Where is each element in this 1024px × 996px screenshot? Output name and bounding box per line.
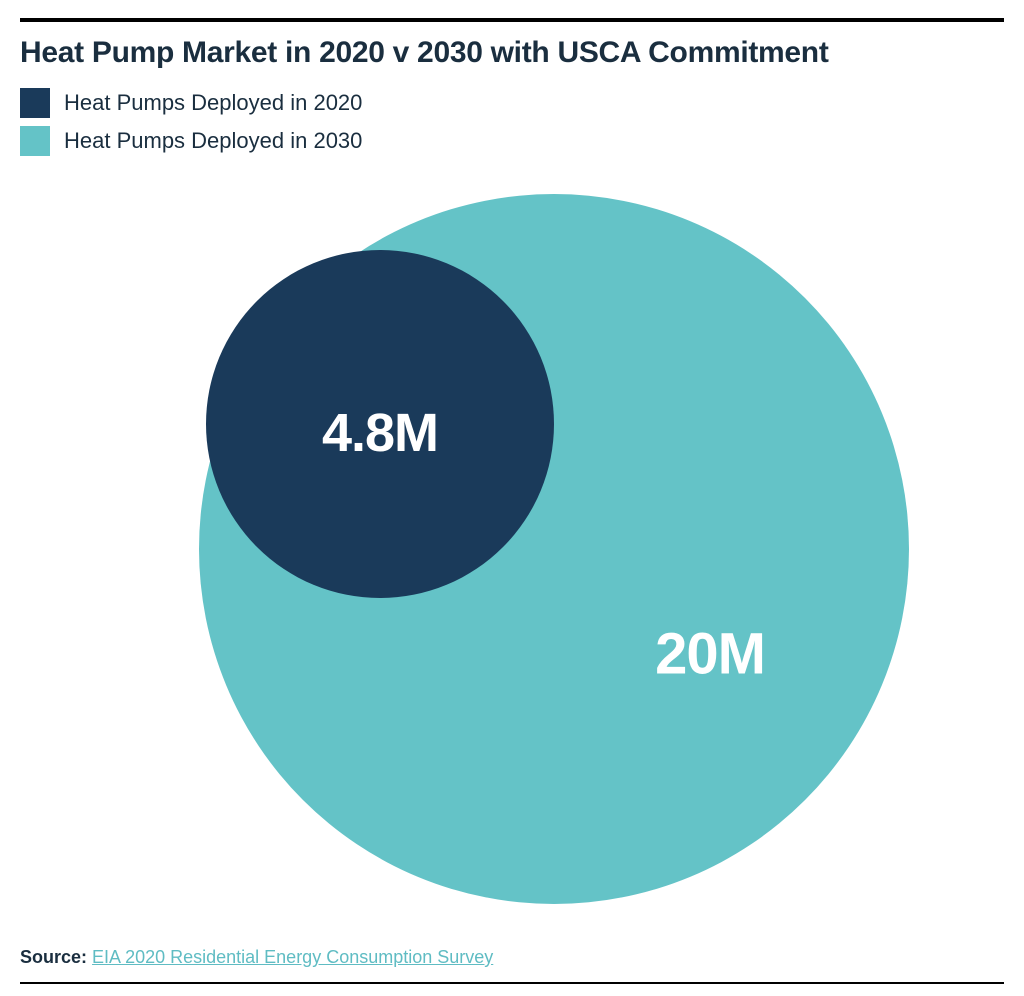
legend-swatch-2020 [20,88,50,118]
legend-item-2030: Heat Pumps Deployed in 2030 [20,126,1004,156]
source-label: Source: [20,947,87,967]
inner-value-label: 4.8M [322,402,438,464]
legend-swatch-2030 [20,126,50,156]
source-line: Source: EIA 2020 Residential Energy Cons… [20,947,493,968]
legend-label-2020: Heat Pumps Deployed in 2020 [64,90,362,116]
legend: Heat Pumps Deployed in 2020 Heat Pumps D… [20,88,1004,156]
source-link[interactable]: EIA 2020 Residential Energy Consumption … [92,947,493,967]
chart-title: Heat Pump Market in 2020 v 2030 with USC… [20,36,1004,70]
chart-svg [20,164,1004,904]
legend-item-2020: Heat Pumps Deployed in 2020 [20,88,1004,118]
nested-circle-chart: 4.8M 20M [20,164,1004,904]
legend-label-2030: Heat Pumps Deployed in 2030 [64,128,362,154]
top-rule [20,18,1004,22]
outer-value-label: 20M [655,621,765,688]
bottom-rule [20,982,1004,984]
